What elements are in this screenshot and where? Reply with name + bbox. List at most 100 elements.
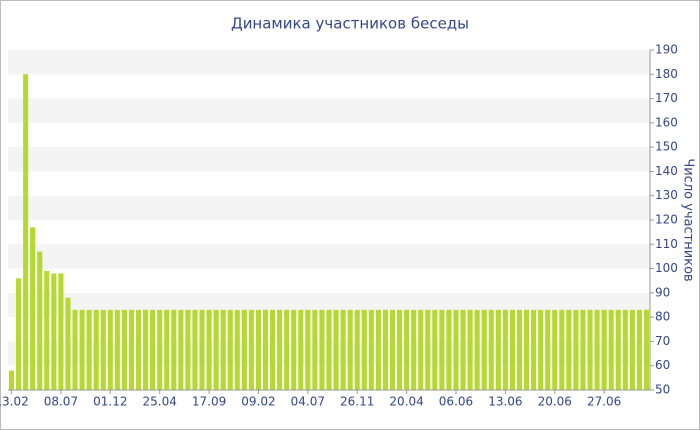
bar xyxy=(100,309,106,390)
x-tick-label: 20.06 xyxy=(538,395,572,409)
x-tick-label: 26.11 xyxy=(340,395,374,409)
x-tick-label: 01.12 xyxy=(93,395,127,409)
bar xyxy=(411,309,417,390)
bar xyxy=(601,309,607,390)
bar xyxy=(8,370,15,390)
bar xyxy=(566,309,572,390)
y-tick-label: 160 xyxy=(655,115,678,129)
bar xyxy=(531,309,537,390)
bar xyxy=(213,309,219,390)
bar xyxy=(157,309,163,390)
x-tick-label: 13.06 xyxy=(488,395,522,409)
bar xyxy=(171,309,177,390)
bar xyxy=(361,309,367,390)
bar xyxy=(220,309,226,390)
bar xyxy=(516,309,523,390)
bar xyxy=(389,309,396,390)
bar xyxy=(192,309,198,390)
bar xyxy=(277,309,283,390)
chart-title: Динамика участников беседы xyxy=(231,15,469,33)
bar xyxy=(51,273,57,390)
bar xyxy=(467,309,473,390)
bar xyxy=(185,309,191,390)
x-tick-label: 04.07 xyxy=(291,395,325,409)
bar xyxy=(326,309,332,390)
bar xyxy=(636,309,642,390)
bar xyxy=(474,309,480,390)
x-tick-label: 25.04 xyxy=(143,395,177,409)
bar xyxy=(30,227,36,390)
y-axis-label: Число участников xyxy=(681,158,696,281)
bar xyxy=(298,309,304,390)
bar xyxy=(573,309,579,390)
y-tick-label: 60 xyxy=(655,358,670,372)
bar xyxy=(629,309,635,390)
x-tick-label: 09.02 xyxy=(241,395,275,409)
bar xyxy=(291,309,297,390)
bar xyxy=(86,309,92,390)
y-tick-label: 150 xyxy=(655,140,678,154)
bar xyxy=(44,271,50,390)
x-tick-label: 13.02 xyxy=(0,395,29,409)
bar xyxy=(262,309,269,390)
bar xyxy=(397,309,403,390)
bar xyxy=(270,309,276,390)
bar xyxy=(439,309,445,390)
bar xyxy=(206,309,212,390)
bar xyxy=(107,309,113,390)
bar xyxy=(121,309,127,390)
bar xyxy=(114,309,120,390)
bar xyxy=(58,273,64,390)
bar xyxy=(580,309,586,390)
bar xyxy=(340,309,346,390)
bar xyxy=(178,309,184,390)
bar xyxy=(312,309,318,390)
bar xyxy=(368,309,374,390)
y-tick-label: 80 xyxy=(655,310,670,324)
bar xyxy=(481,309,487,390)
bar xyxy=(446,309,452,390)
y-tick-label: 140 xyxy=(655,164,678,178)
bar xyxy=(319,309,325,390)
bar xyxy=(643,309,650,390)
bar xyxy=(16,278,22,390)
bar xyxy=(523,309,530,390)
y-tick-label: 100 xyxy=(655,261,678,275)
bar xyxy=(79,309,85,390)
bar xyxy=(37,251,43,390)
bar xyxy=(594,309,600,390)
bar xyxy=(509,309,515,390)
y-tick-label: 50 xyxy=(655,383,670,397)
bar xyxy=(354,309,360,390)
bar xyxy=(143,309,149,390)
bar xyxy=(227,309,233,390)
bar xyxy=(622,309,628,390)
bar xyxy=(382,309,388,390)
bar xyxy=(615,309,621,390)
x-tick-label: 17.09 xyxy=(192,395,226,409)
x-tick-label: 27.06 xyxy=(587,395,621,409)
bar xyxy=(199,309,205,390)
y-tick-label: 70 xyxy=(655,334,670,348)
grid-band xyxy=(8,195,650,220)
bar xyxy=(241,309,247,390)
bar xyxy=(347,309,353,390)
bar xyxy=(538,309,544,390)
bar xyxy=(453,309,459,390)
y-tick-label: 180 xyxy=(655,67,678,81)
bar xyxy=(305,309,311,390)
bar xyxy=(559,309,565,390)
bar xyxy=(135,309,142,390)
y-tick-label: 170 xyxy=(655,91,678,105)
bar xyxy=(404,309,410,390)
y-tick-label: 90 xyxy=(655,285,670,299)
grid-band xyxy=(8,50,650,75)
bar xyxy=(248,309,254,390)
x-tick-label: 08.07 xyxy=(44,395,78,409)
bar xyxy=(234,309,240,390)
bar xyxy=(495,309,501,390)
bar xyxy=(93,309,99,390)
bar xyxy=(545,309,551,390)
bar xyxy=(425,309,431,390)
